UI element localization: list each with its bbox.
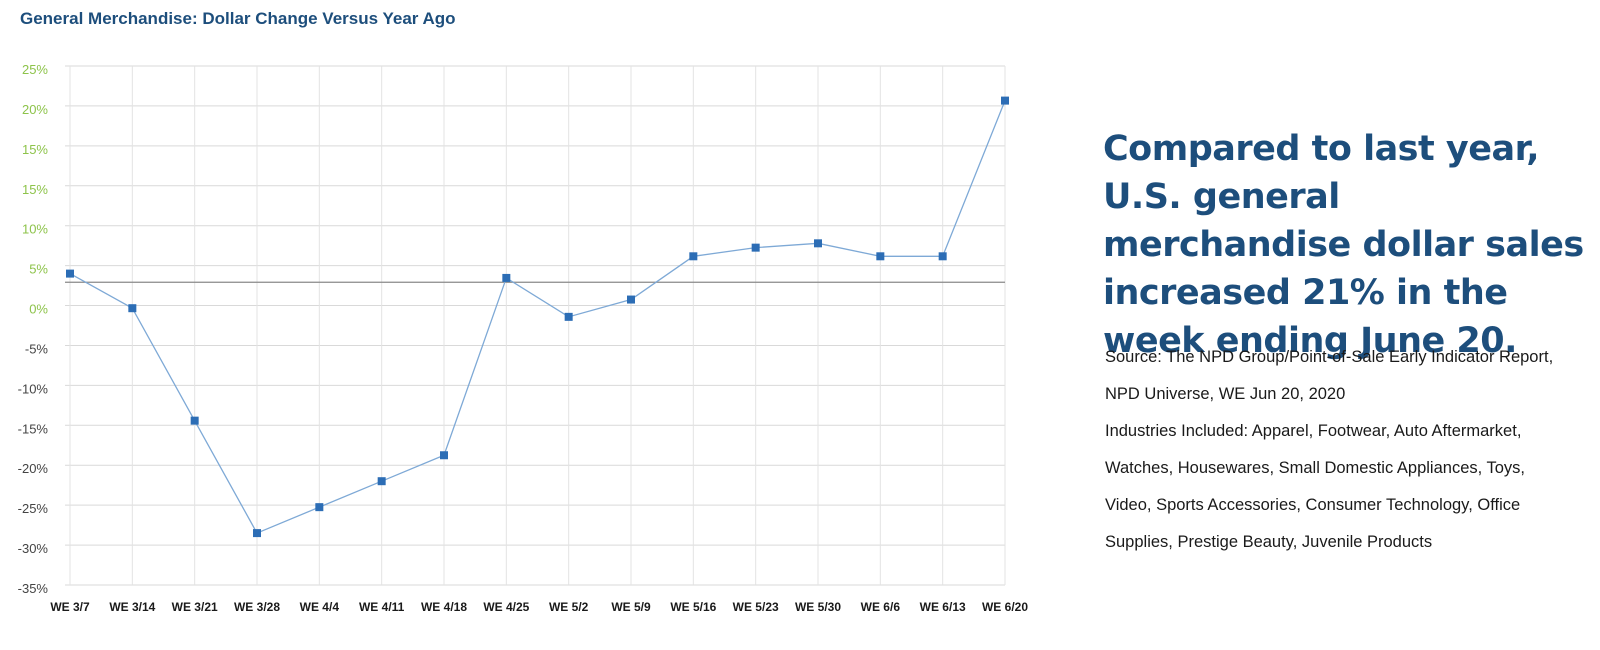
y-tick-label: 5% xyxy=(29,262,48,277)
source-line: NPD Universe, WE Jun 20, 2020 xyxy=(1105,385,1346,403)
y-tick-label: -10% xyxy=(18,381,49,396)
x-tick-label: WE 6/13 xyxy=(920,600,966,614)
y-tick-label: -30% xyxy=(18,541,49,556)
y-tick-label: -15% xyxy=(18,421,49,436)
x-tick-label: WE 5/23 xyxy=(733,600,779,614)
y-tick-label: 20% xyxy=(22,102,48,117)
source-note: Source: The NPD Group/Point-of-Sale Earl… xyxy=(1105,339,1600,561)
x-tick-label: WE 6/6 xyxy=(861,600,901,614)
y-tick-label: -35% xyxy=(18,581,49,596)
source-line: Video, Sports Accessories, Consumer Tech… xyxy=(1105,496,1521,514)
y-tick-label: -25% xyxy=(18,501,49,516)
data-point xyxy=(814,239,822,248)
chart-title: General Merchandise: Dollar Change Versu… xyxy=(20,9,456,28)
y-tick-label: -5% xyxy=(25,341,49,356)
x-tick-label: WE 4/4 xyxy=(300,600,340,614)
source-line: Source: The NPD Group/Point-of-Sale Earl… xyxy=(1105,348,1554,366)
source-line: Industries Included: Apparel, Footwear, … xyxy=(1105,422,1522,440)
data-point xyxy=(876,252,885,261)
x-tick-label: WE 5/2 xyxy=(549,600,589,614)
x-tick-label: WE 4/25 xyxy=(483,600,529,614)
series-line xyxy=(69,100,1006,534)
data-point xyxy=(377,477,386,486)
data-point xyxy=(751,243,760,252)
data-point xyxy=(502,273,511,282)
x-tick-label: WE 3/21 xyxy=(172,600,218,614)
data-point xyxy=(253,529,261,538)
data-point xyxy=(440,451,448,460)
headline: Compared to last year, U.S. general merc… xyxy=(1103,129,1584,361)
x-tick-label: WE 3/28 xyxy=(234,600,280,614)
data-point xyxy=(627,295,635,304)
source-line: Watches, Housewares, Small Domestic Appl… xyxy=(1105,459,1526,477)
y-tick-label: 0% xyxy=(29,302,48,317)
data-point xyxy=(66,269,74,278)
y-tick-label: -20% xyxy=(18,461,49,476)
source-line: Supplies, Prestige Beauty, Juvenile Prod… xyxy=(1105,533,1433,551)
data-point xyxy=(564,312,573,321)
y-tick-label: 25% xyxy=(22,62,48,77)
data-point xyxy=(689,252,698,261)
x-tick-label: WE 3/7 xyxy=(50,600,90,614)
x-tick-label: WE 5/30 xyxy=(795,600,841,614)
data-point xyxy=(128,304,137,313)
y-tick-label: 15% xyxy=(22,142,48,157)
x-tick-label: WE 4/11 xyxy=(359,600,405,614)
x-tick-label: WE 3/14 xyxy=(109,600,155,614)
data-point xyxy=(938,252,947,261)
line-chart: 25% 20% 15% 15% 10% 5% 0% -5% -10% -15% -20% -25% -3… xyxy=(18,62,1029,614)
x-tick-label: WE 5/16 xyxy=(670,600,716,614)
data-point xyxy=(315,503,324,512)
x-tick-label: WE 6/20 xyxy=(982,600,1028,614)
x-tick-label: WE 5/9 xyxy=(611,600,651,614)
y-tick-label: 15% xyxy=(22,182,48,197)
y-tick-label: 10% xyxy=(22,222,48,237)
data-point xyxy=(190,416,199,425)
data-point xyxy=(1001,96,1009,105)
x-tick-label: WE 4/18 xyxy=(421,600,467,614)
